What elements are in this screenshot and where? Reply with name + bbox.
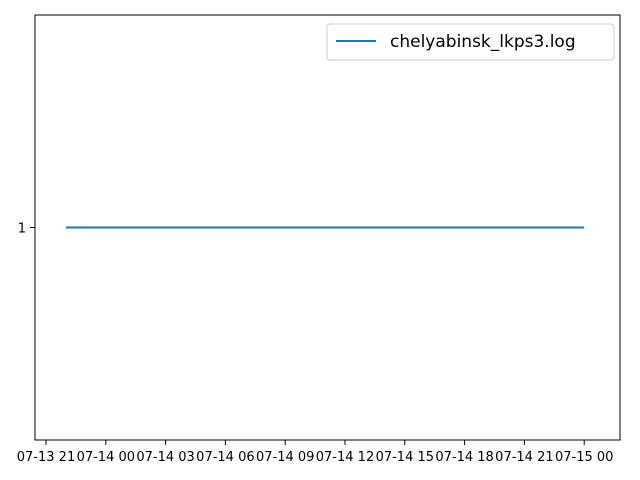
x-tick-label: 07-15 00	[555, 450, 613, 465]
y-axis: 1	[18, 222, 35, 237]
x-tick-label: 07-13 21	[17, 450, 75, 465]
x-tick-label: 07-14 12	[316, 450, 374, 465]
x-tick-label: 07-14 21	[495, 450, 553, 465]
x-tick-label: 07-14 18	[435, 450, 493, 465]
x-axis: 07-13 21 07-14 00 07-14 03 07-14 06 07-14 09…	[17, 440, 613, 465]
x-tick-label: 07-14 06	[196, 450, 254, 465]
x-tick-label: 07-14 03	[136, 450, 194, 465]
x-tick-label: 07-14 15	[376, 450, 434, 465]
legend-box	[326, 23, 615, 61]
x-tick-label: 07-14 09	[256, 450, 314, 465]
legend-label: chelyabinsk_lkps3.log	[390, 32, 576, 52]
x-tick-label: 07-14 00	[77, 450, 135, 465]
y-tick-label: 1	[18, 222, 26, 237]
legend: chelyabinsk_lkps3.log	[326, 23, 615, 61]
